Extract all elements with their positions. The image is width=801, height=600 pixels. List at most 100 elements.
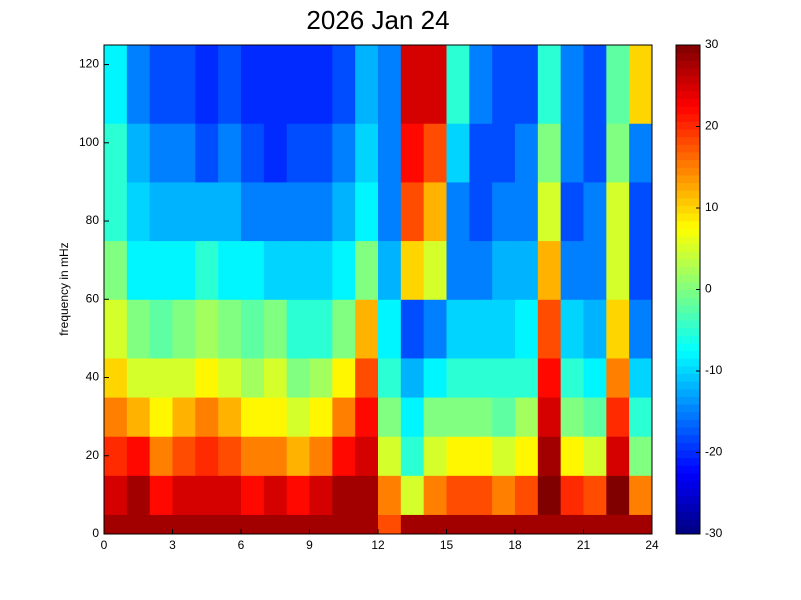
heatmap-cell bbox=[492, 514, 516, 535]
heatmap-cell bbox=[560, 181, 584, 242]
heatmap-cell bbox=[126, 299, 151, 359]
heatmap-cell bbox=[446, 181, 470, 242]
heatmap-cell bbox=[309, 357, 333, 398]
heatmap-cell bbox=[172, 181, 196, 242]
colorbar-swatch bbox=[676, 434, 700, 443]
heatmap-cell bbox=[378, 45, 402, 124]
heatmap-cell bbox=[560, 45, 584, 124]
heatmap-cell bbox=[195, 397, 219, 437]
colorbar-swatch bbox=[676, 45, 700, 54]
heatmap-cell bbox=[149, 123, 173, 183]
heatmap-cell bbox=[241, 240, 265, 300]
heatmap-cell bbox=[263, 357, 288, 398]
colorbar-tick-label: -10 bbox=[705, 363, 723, 377]
colorbar-swatch bbox=[676, 251, 700, 260]
heatmap-cell bbox=[400, 45, 425, 124]
heatmap-cell bbox=[515, 240, 539, 300]
colorbar-swatch bbox=[676, 480, 700, 489]
colorbar-swatch bbox=[676, 373, 700, 382]
heatmap-cell bbox=[241, 357, 265, 398]
colorbar-swatch bbox=[676, 121, 700, 130]
heatmap-cell bbox=[583, 299, 607, 359]
heatmap-cell bbox=[537, 123, 562, 183]
heatmap-cell bbox=[492, 357, 516, 398]
colorbar-swatch bbox=[676, 151, 700, 161]
heatmap-cell bbox=[332, 397, 356, 437]
heatmap-cell bbox=[241, 397, 265, 437]
heatmap-cell bbox=[423, 240, 447, 300]
colorbar-swatch bbox=[676, 472, 700, 482]
colorbar-swatch bbox=[676, 243, 700, 252]
x-tick-label: 24 bbox=[645, 538, 659, 552]
heatmap-cell bbox=[355, 357, 379, 398]
heatmap-cell bbox=[218, 514, 242, 535]
heatmap-cell bbox=[515, 514, 539, 535]
colorbar-swatch bbox=[676, 465, 700, 474]
heatmap-cell bbox=[126, 436, 151, 476]
heatmap-cell bbox=[515, 299, 539, 359]
colorbar-swatch bbox=[676, 396, 700, 405]
colorbar-swatch bbox=[676, 365, 700, 375]
heatmap-cell bbox=[583, 123, 607, 183]
heatmap-cell bbox=[469, 181, 493, 242]
heatmap-cell bbox=[286, 475, 310, 515]
chart-title: 2026 Jan 24 bbox=[306, 5, 449, 35]
heatmap-cell bbox=[355, 45, 379, 124]
heatmap-cell bbox=[400, 397, 425, 437]
x-tick-label: 9 bbox=[306, 538, 313, 552]
heatmap-cell bbox=[126, 123, 151, 183]
heatmap-cell bbox=[606, 181, 630, 242]
heatmap-cell bbox=[241, 436, 265, 476]
colorbar-swatch bbox=[676, 320, 700, 329]
heatmap-cell bbox=[332, 181, 356, 242]
colorbar-swatch bbox=[676, 220, 700, 229]
heatmap-cell bbox=[286, 436, 310, 476]
heatmap-cell bbox=[400, 123, 425, 183]
colorbar-swatch bbox=[676, 442, 700, 451]
heatmap-cell bbox=[126, 397, 151, 437]
heatmap-cell bbox=[423, 123, 447, 183]
colorbar-swatch bbox=[676, 197, 700, 206]
heatmap-cell bbox=[423, 181, 447, 242]
heatmap-cell bbox=[172, 123, 196, 183]
colorbar-swatch bbox=[676, 266, 700, 275]
heatmap-cell bbox=[309, 299, 333, 359]
heatmap-cell bbox=[149, 514, 173, 535]
heatmap-cell bbox=[469, 357, 493, 398]
colorbar-swatch bbox=[676, 388, 700, 397]
colorbar-swatch bbox=[676, 190, 700, 199]
colorbar-swatch bbox=[676, 350, 700, 359]
heatmap-cell bbox=[355, 436, 379, 476]
colorbar-swatch bbox=[676, 159, 700, 168]
x-tick-label: 0 bbox=[101, 538, 108, 552]
heatmap-cell bbox=[537, 397, 562, 437]
heatmap-cell bbox=[378, 475, 402, 515]
heatmap-cell bbox=[492, 299, 516, 359]
heatmap-cell bbox=[355, 181, 379, 242]
heatmap-cell bbox=[104, 436, 128, 476]
heatmap-cell bbox=[492, 123, 516, 183]
colorbar-swatch bbox=[676, 449, 700, 459]
heatmap-cell bbox=[629, 181, 653, 242]
heatmap-cell bbox=[629, 436, 653, 476]
heatmap-cell bbox=[355, 299, 379, 359]
colorbar-swatch bbox=[676, 136, 700, 145]
y-tick-label: 60 bbox=[86, 291, 100, 305]
heatmap-cell bbox=[286, 240, 310, 300]
heatmap-cell bbox=[149, 357, 173, 398]
heatmap-cell bbox=[560, 397, 584, 437]
heatmap-cell bbox=[583, 240, 607, 300]
heatmap-cell bbox=[469, 436, 493, 476]
colorbar-swatch bbox=[676, 129, 700, 138]
y-tick-label: 80 bbox=[86, 213, 100, 227]
heatmap-cell bbox=[172, 357, 196, 398]
heatmap-cell bbox=[218, 357, 242, 398]
y-tick-label: 0 bbox=[92, 526, 99, 540]
heatmap-cell bbox=[149, 299, 173, 359]
heatmap-cell bbox=[423, 436, 447, 476]
colorbar-swatch bbox=[676, 236, 700, 245]
heatmap-cell bbox=[332, 299, 356, 359]
heatmap-cell bbox=[629, 475, 653, 515]
heatmap-cell bbox=[332, 475, 356, 515]
heatmap-cell bbox=[241, 475, 265, 515]
